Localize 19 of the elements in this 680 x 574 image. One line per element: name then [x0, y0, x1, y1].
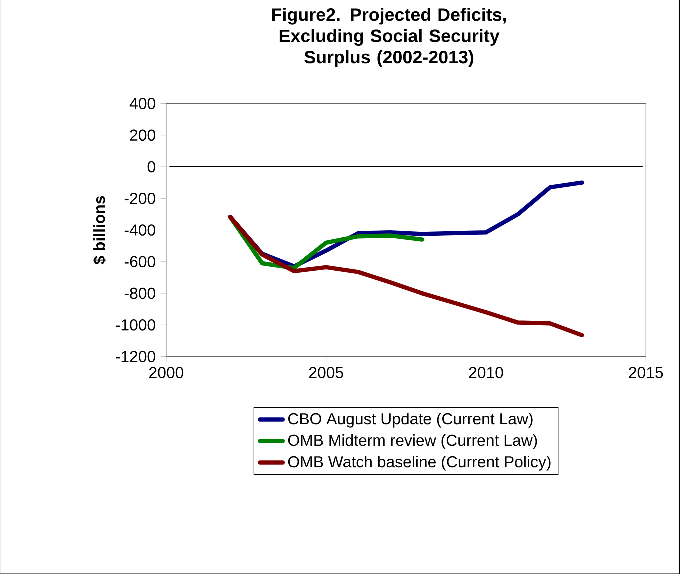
- y-tick-label: 200: [130, 130, 156, 141]
- y-axis-title: $ billions: [93, 196, 106, 264]
- y-tick-label: -1000: [116, 319, 156, 331]
- x-tick-label: 2015: [629, 367, 664, 378]
- y-tick-label: -600: [124, 256, 156, 268]
- x-tick-label: 2005: [309, 367, 344, 378]
- y-tick-label: -1200: [116, 351, 156, 362]
- line-series: [228, 214, 584, 338]
- x-tick-label: 2000: [150, 367, 184, 378]
- legend-label: CBO August Update (Current Law): [288, 412, 533, 428]
- chart-title: Figure2. Projected Deficits, Excluding Social Security Surplus (2002-2013): [272, 8, 506, 68]
- legend-label: OMB Watch baseline (Current Policy): [288, 456, 551, 471]
- y-tick-label: 400: [130, 98, 156, 110]
- y-tick-label: -800: [124, 288, 156, 300]
- legend-label: OMB Midterm review (Current Law): [288, 434, 538, 450]
- y-tick-label: 0: [148, 161, 156, 173]
- y-tick-label: -200: [124, 192, 156, 204]
- x-tick-label: 2010: [469, 367, 504, 378]
- y-tick-label: -400: [124, 224, 156, 236]
